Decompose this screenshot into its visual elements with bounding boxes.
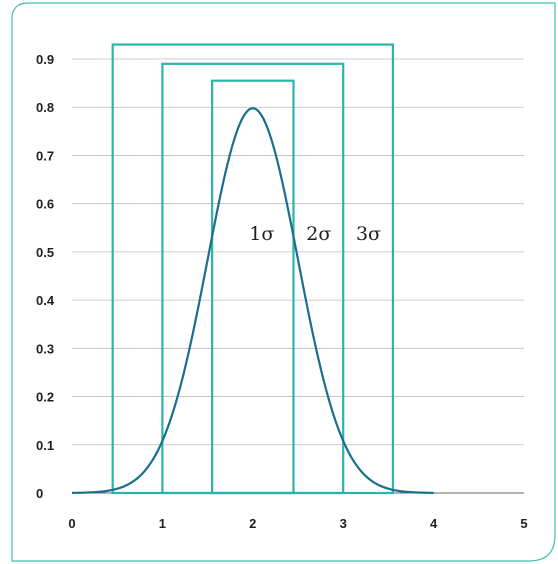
x-tick-label: 0 [68,516,75,531]
sigma-labels: 1σ 2σ 3σ [249,223,381,245]
y-tick-label: 0.7 [36,148,54,163]
sigma-box-2 [161,62,345,495]
x-tick-label: 5 [520,516,527,531]
y-tick-label: 0.6 [36,197,54,212]
y-tick-label: 0 [36,486,43,501]
y-tick-label: 0.9 [36,52,54,67]
y-tick-label: 0.4 [36,293,55,308]
x-tick-label: 3 [340,516,347,531]
y-tick-label: 0.3 [36,341,54,356]
sigma-boxes [111,43,395,495]
y-tick-label: 0.8 [36,100,54,115]
curve-layer [71,107,434,494]
x-tick-label: 2 [249,516,256,531]
normal-curve-line [71,107,434,494]
y-axis-ticks: 0 0.1 0.2 0.3 0.4 0.5 0.6 0.7 0.8 0.9 [36,52,55,501]
x-axis-ticks: 0 1 2 3 4 5 [68,516,527,531]
sigma-box-1 [211,79,295,495]
sigma-label-1: 1σ [249,223,274,245]
x-tick-label: 1 [159,516,166,531]
x-tick-label: 4 [430,516,438,531]
y-tick-label: 0.1 [36,438,54,453]
frame-border [11,2,556,562]
y-tick-label: 0.5 [36,245,54,260]
sigma-box-3 [111,43,395,495]
grid-lines [72,58,524,494]
sigma-label-3: 3σ [356,223,381,245]
y-tick-label: 0.2 [36,390,54,405]
sigma-label-2: 2σ [306,223,331,245]
